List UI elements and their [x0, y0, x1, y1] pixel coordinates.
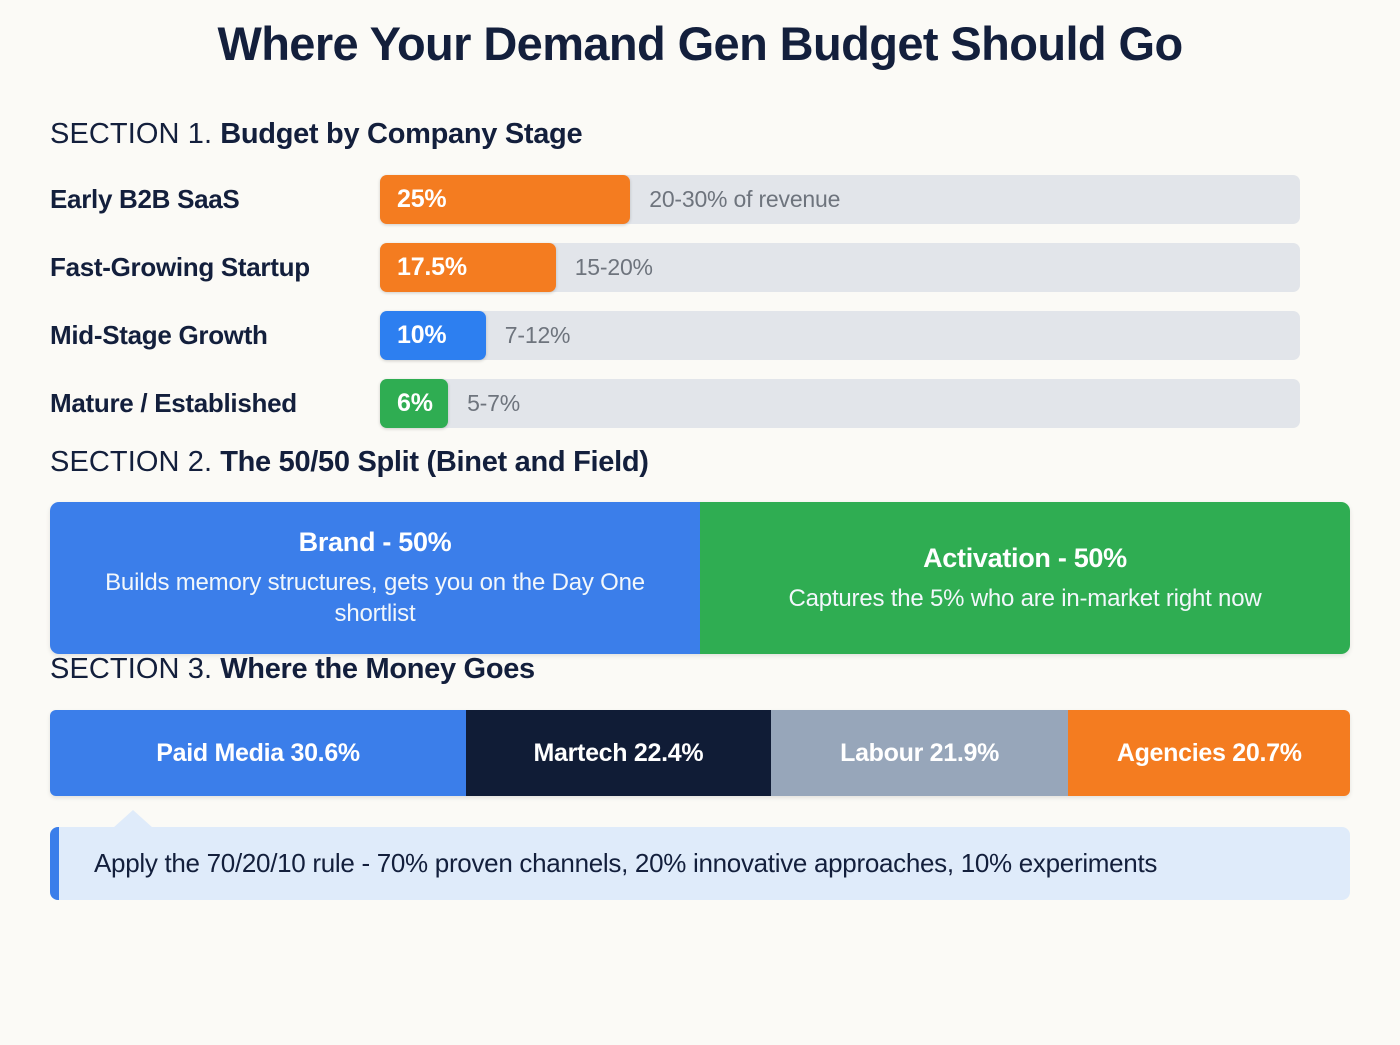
section-2-label: SECTION 2.	[50, 445, 213, 478]
split-half-brand: Brand - 50% Builds memory structures, ge…	[50, 502, 700, 655]
stage-value: 17.5%	[397, 252, 467, 281]
callout-text: Apply the 70/20/10 rule - 70% proven cha…	[94, 848, 1158, 879]
stage-row: Early B2B SaaS 25% 20-30% of revenue	[0, 174, 1400, 224]
callout-box: Apply the 70/20/10 rule - 70% proven cha…	[50, 827, 1350, 901]
split-half-description: Builds memory structures, gets you on th…	[105, 568, 645, 628]
section-3-label: SECTION 3.	[50, 653, 213, 686]
stage-range-label: 7-12%	[504, 321, 571, 348]
stage-value: 25%	[397, 184, 447, 213]
money-segment-labour: Labour 21.9%	[770, 710, 1069, 797]
stage-label: Mature / Established	[50, 387, 297, 418]
section-2-title: The 50/50 Split (Binet and Field)	[220, 445, 649, 478]
split-half-title: Activation - 50%	[923, 542, 1127, 573]
split-half-title: Brand - 50%	[298, 526, 452, 557]
money-allocation-bar: Paid Media 30.6% Martech 22.4% Labour 21…	[50, 710, 1350, 797]
page-title: Where Your Demand Gen Budget Should Go	[217, 17, 1183, 70]
stage-bar-fill: 10%	[380, 310, 486, 360]
split-half-activation: Activation - 50% Captures the 5% who are…	[700, 502, 1350, 655]
section-2-heading: SECTION 2. The 50/50 Split (Binet and Fi…	[50, 445, 1400, 479]
money-segment-martech: Martech 22.4%	[466, 710, 771, 797]
stage-bar-fill: 6%	[380, 378, 449, 428]
stage-range-label: 5-7%	[467, 389, 520, 416]
section-1-heading: SECTION 1. Budget by Company Stage	[50, 117, 1400, 151]
section-3-heading: SECTION 3. Where the Money Goes	[50, 654, 1400, 686]
stage-value: 10%	[397, 320, 447, 349]
callout-pointer-icon	[113, 810, 153, 829]
split-half-description: Captures the 5% who are in-market right …	[788, 584, 1262, 612]
stage-row: Mature / Established 6% 5-7%	[0, 378, 1400, 428]
stage-track: 25% 20-30% of revenue	[380, 174, 1300, 224]
stage-row: Fast-Growing Startup 17.5% 15-20%	[0, 242, 1400, 292]
section-3-title: Where the Money Goes	[220, 653, 535, 686]
stage-track: 17.5% 15-20%	[380, 242, 1300, 292]
stage-bar-fill: 25%	[380, 174, 631, 224]
stage-range-label: 20-30% of revenue	[649, 185, 841, 212]
stage-track: 6% 5-7%	[380, 378, 1300, 428]
stage-bar-fill: 17.5%	[380, 242, 556, 292]
brand-activation-split: Brand - 50% Builds memory structures, ge…	[50, 502, 1350, 655]
section-1-title: Budget by Company Stage	[220, 117, 583, 150]
callout-zone: Apply the 70/20/10 rule - 70% proven cha…	[50, 810, 1350, 901]
stage-label: Mid-Stage Growth	[50, 319, 268, 350]
stage-value: 6%	[397, 388, 433, 417]
stage-track: 10% 7-12%	[380, 310, 1300, 360]
money-segment-agencies: Agencies 20.7%	[1068, 710, 1350, 797]
stage-budget-list: Early B2B SaaS 25% 20-30% of revenue Fas…	[0, 174, 1400, 428]
stage-row: Mid-Stage Growth 10% 7-12%	[0, 310, 1400, 360]
money-segment-paid-media: Paid Media 30.6%	[50, 710, 467, 797]
stage-range-label: 15-20%	[574, 253, 653, 280]
stage-label: Early B2B SaaS	[50, 183, 240, 214]
section-1-label: SECTION 1.	[50, 117, 213, 150]
stage-label: Fast-Growing Startup	[50, 251, 310, 282]
